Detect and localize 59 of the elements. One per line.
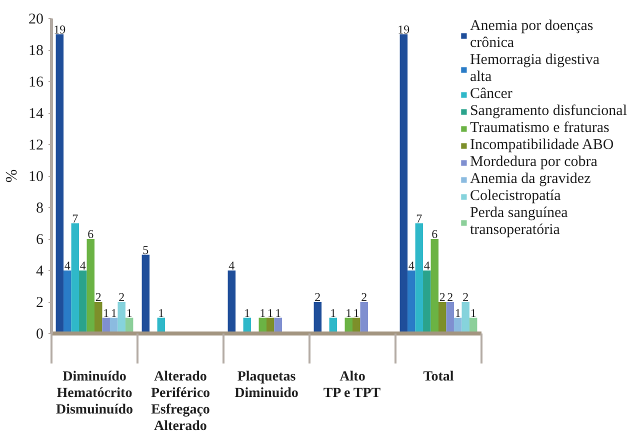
- y-tick-label: 16: [28, 74, 44, 90]
- data-label: 1: [126, 306, 132, 320]
- y-tick-label: 0: [36, 326, 44, 342]
- x-tick-label: Alto TP e TPT: [323, 370, 382, 401]
- legend-label: Hemorragia digestiva alta: [470, 52, 600, 86]
- y-tick-label: 4: [36, 264, 44, 280]
- y-tick-label: 2: [36, 295, 44, 311]
- data-label: 1: [244, 306, 250, 320]
- data-label: 2: [361, 290, 368, 304]
- data-label: 2: [462, 290, 469, 304]
- data-label: 1: [346, 306, 352, 320]
- x-tick-label: Plaquetas Diminuido: [234, 370, 298, 401]
- data-label: 2: [439, 290, 446, 304]
- data-label: 1: [110, 306, 117, 320]
- data-label: 1: [330, 306, 336, 320]
- data-label: 6: [88, 227, 94, 241]
- data-label: 2: [118, 290, 125, 304]
- y-tick-label: 10: [28, 169, 44, 185]
- y-tick-label: 18: [28, 43, 44, 59]
- data-label: 1: [103, 306, 110, 320]
- data-label: 1: [353, 306, 360, 320]
- data-label: 19: [54, 22, 66, 36]
- x-tick-label: Alterado Periférico Esfregaço Alterado: [150, 370, 210, 434]
- data-label: 6: [432, 227, 438, 241]
- legend-label: Mordedura por cobra: [470, 154, 598, 171]
- legend-label: Sangramento disfuncional: [470, 103, 627, 120]
- y-tick-label: 12: [28, 138, 44, 154]
- data-label: 19: [398, 22, 410, 36]
- x-tick-label: Diminuído Hematócrito Dismuinuído: [56, 370, 134, 418]
- x-tick-label: Total: [423, 370, 454, 384]
- legend-label: Anemia da gravidez: [470, 171, 591, 188]
- legend-label: Colecistropatía: [470, 188, 561, 205]
- data-label: 1: [260, 306, 266, 320]
- data-label: 2: [447, 290, 454, 304]
- data-label: 1: [267, 306, 274, 320]
- data-label: 1: [470, 306, 476, 320]
- y-tick-label: 6: [36, 232, 44, 248]
- legend-label: Incompatibilidade ABO: [470, 137, 614, 154]
- y-tick-label: 8: [36, 200, 44, 216]
- data-label: 4: [80, 258, 86, 272]
- data-label: 4: [408, 258, 414, 272]
- legend-label: Câncer: [470, 86, 512, 103]
- data-label: 7: [416, 211, 422, 226]
- data-label: 4: [424, 258, 430, 272]
- y-tick-label: 14: [28, 106, 44, 122]
- data-label: 1: [454, 306, 461, 320]
- legend-label: Traumatismo e fraturas: [470, 120, 610, 137]
- data-label: 1: [275, 306, 282, 320]
- data-label: 2: [95, 290, 102, 304]
- data-label: 2: [314, 290, 321, 304]
- data-label: 4: [228, 258, 235, 272]
- y-axis-title: %: [4, 169, 20, 183]
- y-tick-label: 20: [28, 12, 44, 28]
- legend-label: Anemia por doenças crônica: [470, 18, 594, 52]
- legend-label: Perda sanguínea transoperatória: [470, 205, 568, 239]
- data-label: 7: [72, 211, 78, 226]
- data-label: 1: [158, 306, 164, 320]
- data-label: 5: [142, 242, 149, 257]
- data-label: 4: [64, 258, 70, 272]
